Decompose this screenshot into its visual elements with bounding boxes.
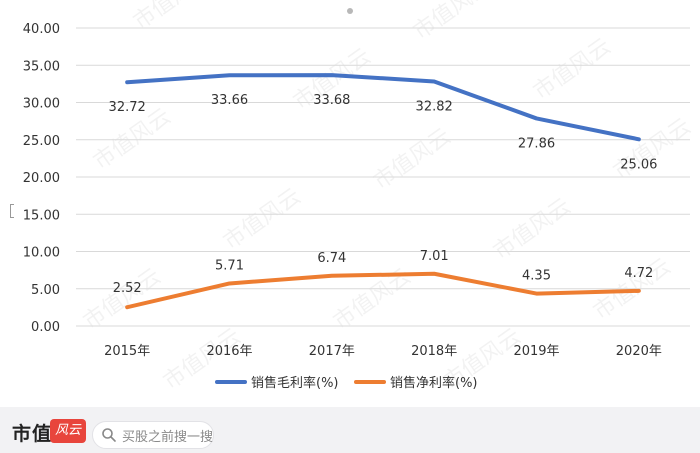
y-tick-label: 15.00 [23, 208, 60, 223]
search-placeholder: 买股之前搜一搜 [122, 429, 214, 445]
watermark-text: 市值风云 [369, 124, 455, 195]
x-tick-label: 2015年 [104, 344, 150, 359]
watermark-text: 市值风云 [529, 34, 615, 105]
data-label: 4.35 [522, 269, 551, 284]
data-label: 6.74 [317, 251, 346, 266]
y-tick-label: 5.00 [31, 283, 60, 298]
y-axis: 0.00 5.00 10.00 15.00 20.00 25.00 30.00 35.00 40… [23, 22, 60, 335]
drag-handle [347, 8, 353, 14]
data-label: 5.71 [215, 258, 244, 273]
series-line-2 [125, 271, 641, 310]
y-tick-label: 0.00 [31, 320, 60, 335]
x-tick-label: 2020年 [616, 344, 662, 359]
legend: 销售毛利率(%) 销售净利率(%) [215, 375, 478, 391]
brand-logo: 风云 [50, 419, 86, 443]
data-label: 33.66 [211, 93, 248, 108]
data-label: 32.82 [416, 99, 453, 114]
legend-label: 销售毛利率(%) [251, 375, 339, 391]
y-tick-label: 25.00 [23, 134, 60, 149]
grid [76, 27, 690, 327]
legend-label: 销售净利率(%) [390, 375, 478, 391]
y-tick-label: 35.00 [23, 59, 60, 74]
y-tick-label: 10.00 [23, 246, 60, 261]
x-tick-label: 2018年 [411, 344, 457, 359]
watermark-text: 市值风云 [129, 0, 215, 35]
data-label: 27.86 [518, 136, 555, 151]
x-axis: 2015年 2016年 2017年 2018年 2019年 2020年 [104, 344, 662, 359]
data-label: 32.72 [109, 100, 146, 115]
data-label: 7.01 [420, 249, 449, 264]
y-tick-label: 20.00 [23, 171, 60, 186]
footer-bar: 市值 风云 买股之前搜一搜 [0, 407, 700, 453]
watermark-text: 市值风云 [409, 0, 495, 45]
data-label: 33.68 [313, 93, 350, 108]
search-input[interactable]: 买股之前搜一搜 [92, 421, 214, 449]
watermark-text: 市值风云 [609, 114, 695, 185]
search-icon [102, 428, 116, 442]
watermark-text: 市值风云 [489, 194, 575, 265]
x-tick-label: 2016年 [206, 344, 252, 359]
data-label: 25.06 [620, 157, 657, 172]
watermark-text: 市值风云 [219, 184, 305, 255]
y-tick-label: 30.00 [23, 97, 60, 112]
x-tick-label: 2017年 [309, 344, 355, 359]
data-labels: 32.72 33.66 33.68 32.82 27.86 25.06 2.52 5.71 6.… [109, 93, 658, 296]
brand-name: 市值 [12, 423, 53, 445]
chart-card: 市值风云 市值风云 市值风云 市值风云 市值风云 市值风云 市值风云 市值风云 市值风云 市值风云… [0, 0, 700, 407]
series-lines [125, 73, 641, 310]
edge-marker [10, 204, 14, 218]
watermark-text: 市值风云 [159, 324, 245, 395]
data-label: 4.72 [624, 266, 653, 281]
x-tick-label: 2019年 [513, 344, 559, 359]
data-label: 2.52 [113, 281, 142, 296]
series-line-1 [125, 73, 641, 142]
y-tick-label: 40.00 [23, 22, 60, 37]
